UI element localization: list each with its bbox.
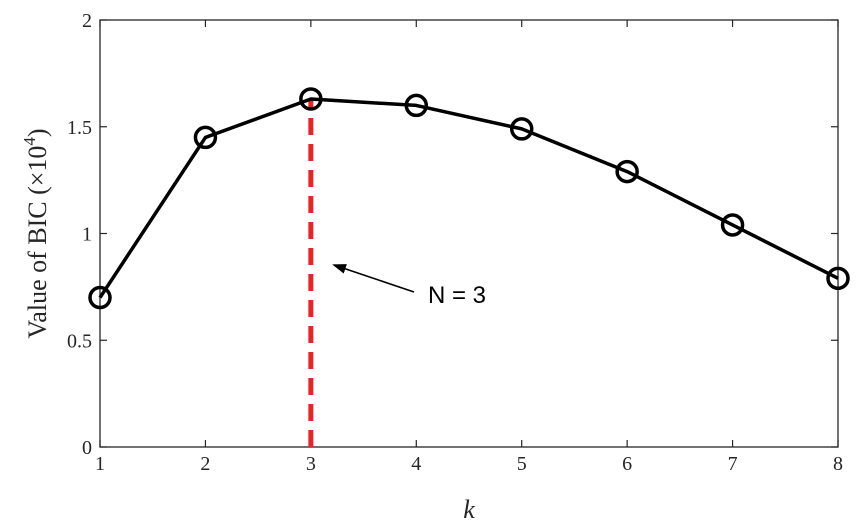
x-tick-label: 8: [833, 453, 843, 475]
y-tick-label: 1.5: [67, 117, 92, 139]
annotation-arrow: [332, 264, 415, 293]
x-tick-label: 6: [622, 453, 632, 475]
x-axis-label: k: [463, 495, 475, 524]
ticks: 1 2 3 4 5 6 7 8 0 0.5 1 1.5 2: [67, 10, 843, 475]
x-tick-label: 1: [95, 453, 105, 475]
y-axis-label: Value of BIC (×104): [20, 128, 52, 338]
x-tick-label: 4: [411, 453, 421, 475]
series-group: [88, 87, 850, 447]
data-point-marker: [404, 93, 429, 118]
y-axis-label-main: Value of BIC (×10: [23, 146, 52, 339]
plot-area: [100, 20, 838, 447]
y-tick-label: 1: [82, 224, 92, 246]
plot-background: [100, 20, 838, 447]
x-tick-label: 5: [517, 453, 527, 475]
x-tick-label: 7: [728, 453, 738, 475]
y-tick-label: 2: [82, 10, 92, 32]
data-point-marker: [88, 285, 112, 310]
data-point-marker: [299, 87, 323, 111]
data-point-marker: [615, 159, 639, 184]
y-tick-label: 0.5: [67, 330, 92, 352]
data-point-marker: [509, 117, 534, 141]
y-axis-label-exponent: 4: [20, 137, 39, 146]
annotation-group: N = 3: [332, 264, 486, 309]
annotation-text: N = 3: [428, 282, 486, 309]
data-point-marker: [193, 125, 218, 150]
x-tick-label: 3: [306, 453, 316, 475]
data-point-marker: [826, 266, 850, 291]
y-axis-label-close: ): [23, 128, 52, 137]
x-tick-label: 2: [200, 453, 210, 475]
series-line: [98, 97, 839, 299]
data-point-marker: [720, 213, 745, 237]
y-tick-label: 0: [82, 437, 92, 459]
